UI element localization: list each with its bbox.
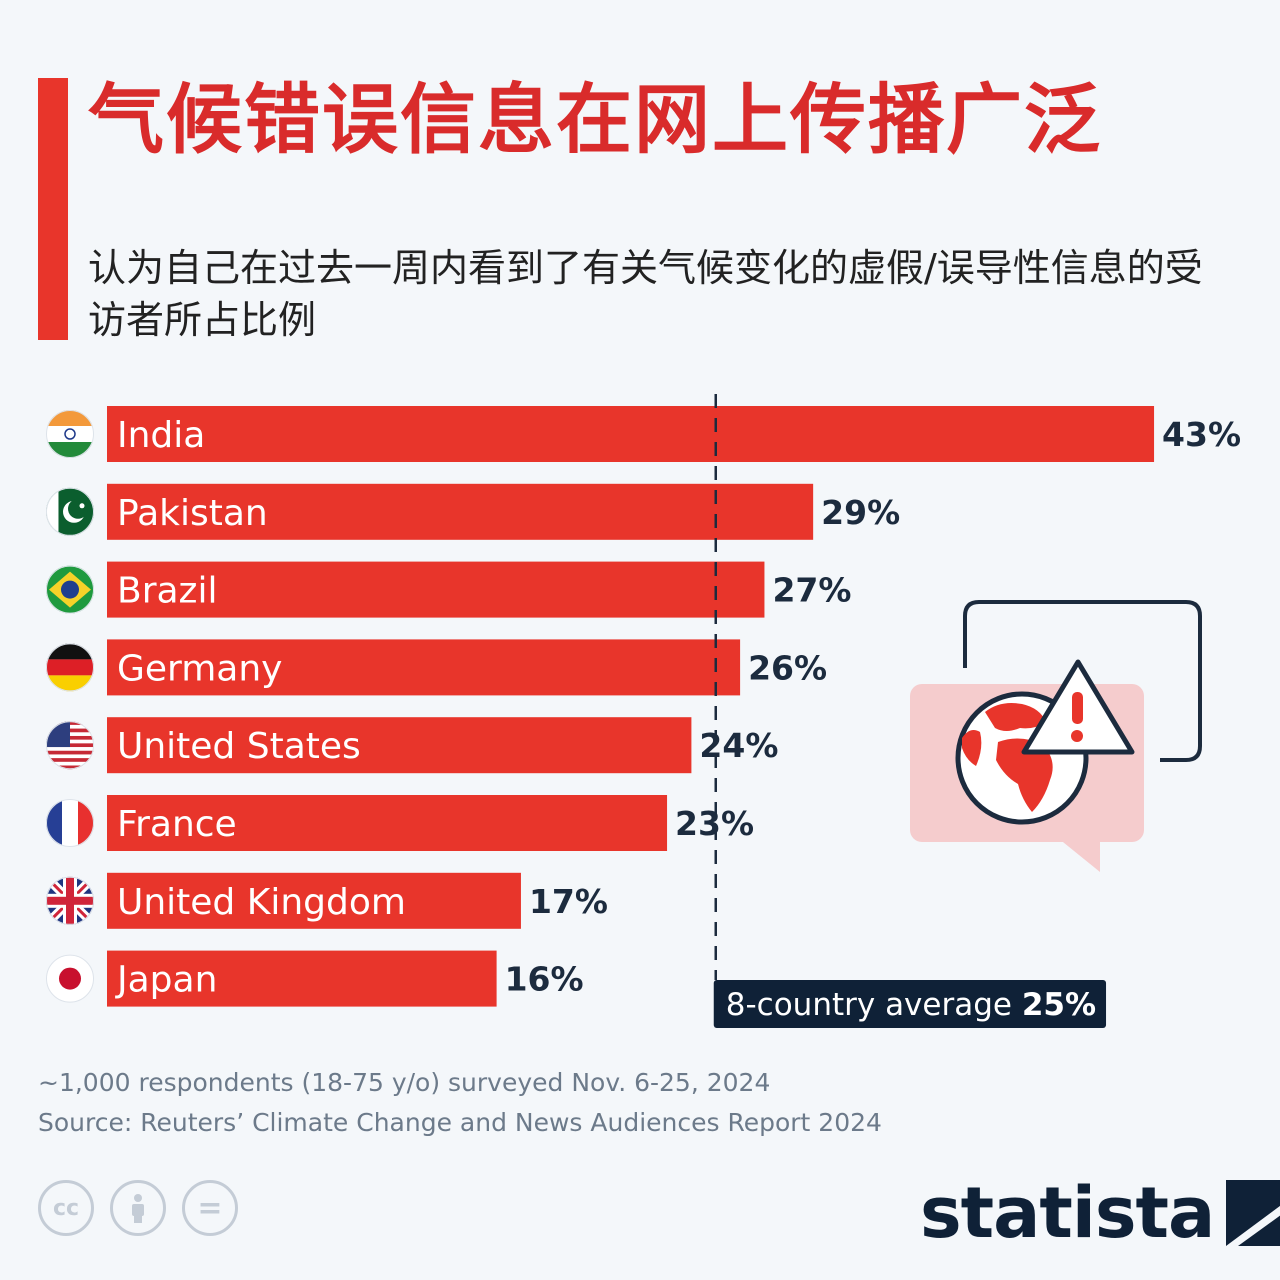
speech-bubble-outline [963,600,1202,762]
united-kingdom-flag-icon [46,876,94,925]
cc-icon[interactable]: cc [38,1180,94,1236]
person-glyph [132,1194,144,1223]
category-label: Pakistan [117,493,268,534]
pakistan-flag-icon [46,487,94,536]
logo-text: statista [920,1172,1215,1254]
india-flag-icon [46,410,94,458]
globe-continent-west [962,730,982,766]
average-label-box [713,980,1107,1028]
brazil-flag-icon [46,565,94,614]
bar-brazil [107,561,765,618]
category-label: India [117,415,205,456]
bar-india [107,406,1155,462]
category-label: France [117,804,237,845]
cc-icon-label: cc [52,1195,80,1221]
france-flag-icon [46,799,94,847]
speech-bubble-tail [1058,838,1100,872]
bar-chart: India 43% Pakistan 29% Brazil 27% Germany 26% Un… [46,394,1241,1028]
globe-continent-europe [985,703,1046,731]
statista-logo[interactable]: statista [920,1168,1280,1258]
category-label: Brazil [117,571,217,612]
bar-united-kingdom [107,872,521,929]
value-label: 16% [505,960,584,999]
value-label: 43% [1162,415,1241,454]
globe-continent-africa [996,738,1053,812]
license-icons: cc = [38,1180,238,1236]
bar-pakistan [107,483,814,540]
bar-france [107,795,668,851]
bar-japan [107,950,497,1007]
value-label: 24% [699,726,778,765]
footer-source: Source: Reuters’ Climate Change and News… [38,1108,882,1137]
warning-exclamation-bar [1072,692,1083,724]
value-label: 26% [748,648,827,687]
bar-germany [107,639,741,696]
attribution-icon[interactable] [110,1180,166,1236]
value-label: 27% [772,571,851,610]
no-derivatives-label: = [197,1190,223,1226]
chart-subtitle: 认为自己在过去一周内看到了有关气候变化的虚假/误导性信息的受访者所占比例 [88,246,1203,342]
category-label: Japan [115,960,217,1001]
united-states-flag-icon [46,721,94,770]
chart-title: 气候错误信息在网上传播广泛 [88,75,1102,164]
germany-flag-icon [46,643,94,692]
no-derivatives-icon[interactable]: = [182,1180,238,1236]
category-label: Germany [117,648,282,689]
value-label: 17% [529,882,608,921]
title-accent-bar [38,78,68,340]
climate-warning-illustration [910,600,1202,872]
category-label: United Kingdom [117,882,406,923]
japan-flag-icon [46,954,94,1003]
statista-logo-mark-icon [1226,1180,1280,1246]
value-label: 29% [821,493,900,532]
bar-united-states [107,717,692,774]
footer-note: ~1,000 respondents (18-75 y/o) surveyed … [38,1068,771,1097]
warning-exclamation-dot [1071,730,1083,742]
average-label: 8-country average 25% [726,987,1096,1023]
category-label: United States [117,726,361,767]
